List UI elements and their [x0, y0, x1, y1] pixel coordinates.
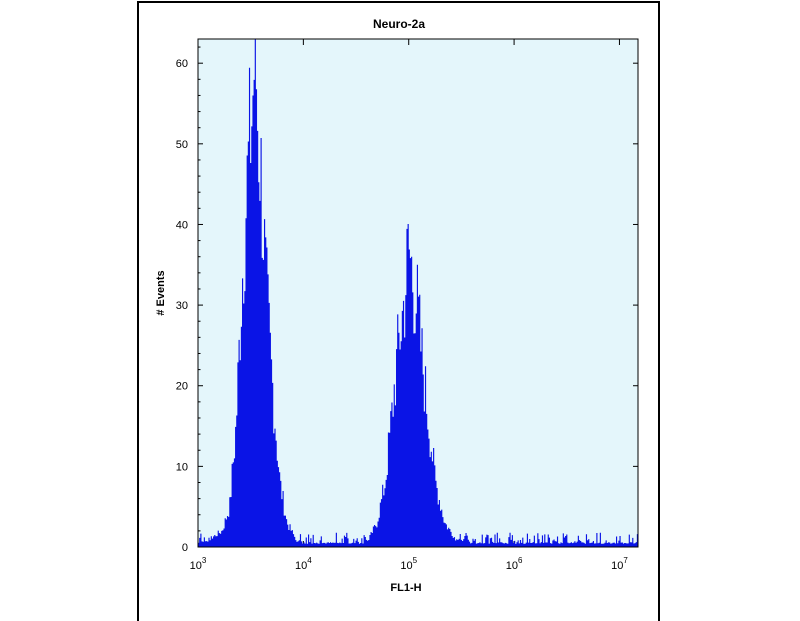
y-tick-label: 30 [176, 300, 188, 312]
y-tick-labels: 0 10 20 30 40 50 60 [176, 58, 188, 554]
y-tick-label: 50 [176, 139, 188, 151]
x-tick-label: 105 [400, 556, 417, 572]
x-axis-label: FL1-H [390, 582, 421, 594]
y-tick-label: 60 [176, 58, 188, 70]
plot-border [197, 38, 639, 548]
y-axis-label: # Events [155, 270, 167, 315]
x-tick-label: 104 [295, 556, 312, 572]
chart-frame: Neuro-2a 0 10 20 30 40 50 60 103 104 105 106 107 #… [137, 1, 660, 621]
x-tick-label: 107 [611, 556, 628, 572]
y-tick-label: 0 [182, 542, 188, 554]
histogram-chart: Neuro-2a 0 10 20 30 40 50 60 103 104 105 106 107 #… [155, 17, 639, 594]
y-tick-label: 40 [176, 219, 188, 231]
y-tick-label: 10 [176, 461, 188, 473]
x-tick-label: 106 [506, 556, 523, 572]
histogram-fill [198, 39, 638, 547]
x-tick-label: 103 [190, 556, 207, 572]
y-tick-label: 20 [176, 381, 188, 393]
x-tick-labels: 103 104 105 106 107 [190, 556, 629, 572]
chart-title: Neuro-2a [373, 17, 425, 31]
